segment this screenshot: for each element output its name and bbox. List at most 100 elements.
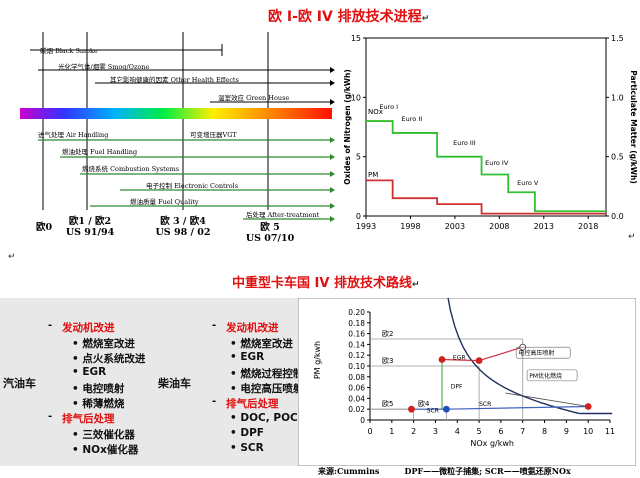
- axis-euro1-2: 欧1 / 欧2 US 91/94: [65, 216, 115, 238]
- region-label: 欧3: [382, 356, 393, 365]
- list-item: • 稀薄燃烧: [72, 398, 125, 410]
- y-tick-label: 10: [351, 93, 361, 102]
- x-tick-label: 2018: [578, 222, 598, 231]
- data-point: [584, 403, 592, 410]
- nox-pm-chart: 0 1 2 3 4 5 6 7 8 9 10 11 0 0.02 0.040.06 0.08 0.10 0.12 0…: [298, 298, 636, 466]
- right-heading-engine: 发动机改进: [226, 322, 279, 334]
- annotation-label: PM优化燃烧: [529, 372, 562, 380]
- tech-fuel-handling: 燃油处理 Fuel Handling: [62, 148, 138, 156]
- list-item: • DPF: [230, 427, 264, 439]
- axis-euro5: 欧 5 US 07/10: [245, 222, 295, 244]
- left-heading-aftertreatment: 排气后处理: [62, 413, 115, 425]
- y-tick-label: 0.02: [348, 405, 365, 414]
- y2-tick-label: 0.0: [611, 212, 624, 221]
- list-item: • SCR: [230, 442, 264, 454]
- list-item: • EGR: [72, 366, 107, 378]
- top-title: 欧 I-欧 IV 排放技术进程↵: [268, 9, 430, 25]
- plot-frame: [365, 37, 607, 217]
- y-tick-label: 0.06: [348, 384, 365, 393]
- list-item: • 三效催化器: [72, 429, 135, 441]
- tech-after-treatment: 后处理 After-treatment: [246, 211, 320, 219]
- list-item: • 点火系统改进: [72, 353, 146, 365]
- list-item: • NOx催化器: [72, 444, 139, 456]
- x-tick-label: 9: [564, 427, 569, 436]
- y-axis-label: Oxides of Nitrogen (g/kWh): [343, 69, 352, 185]
- x-tick-label: 1: [389, 427, 394, 436]
- tech-vgt: 可变增压器VGT: [190, 131, 237, 139]
- y2-tick-label: 1.0: [611, 93, 624, 102]
- axis-euro0: 欧0: [35, 222, 53, 233]
- x-tick-label: 2013: [534, 222, 554, 231]
- region-label: 欧5: [382, 399, 393, 408]
- y-tick-label: 0.16: [348, 330, 365, 339]
- topic-green-house: 温室效应 Green House: [218, 94, 290, 102]
- data-point: [442, 405, 450, 413]
- callout-box: [515, 346, 571, 359]
- y-tick-label: 15: [351, 34, 361, 43]
- list-item: • 燃烧室改进: [72, 338, 135, 350]
- stage-label: Euro III: [453, 139, 476, 147]
- annotation-label: SCR: [479, 401, 491, 408]
- y-tick-label: 0.20: [348, 308, 365, 317]
- pm-axis-tag: PM: [368, 171, 378, 179]
- annotation-label: 电控高压喷射: [518, 349, 554, 357]
- x-tick-label: 4: [455, 427, 460, 436]
- list-item: • 燃烧室改进: [230, 338, 293, 350]
- topic-black-smoke: 碳烟 Black Smoke: [40, 47, 98, 55]
- tech-air-handling: 进气处理 Air Handling: [38, 131, 109, 139]
- region-label: 欧4: [418, 399, 430, 408]
- x-tick-label: 1993: [356, 222, 376, 231]
- y-tick-label: 0.10: [348, 362, 365, 371]
- y2-axis-label: Particulate Matter (g/kWh): [629, 70, 638, 184]
- stage-label: Euro I: [379, 103, 398, 111]
- left-heading-engine: 发动机改进: [62, 322, 115, 334]
- injection-line: [478, 346, 523, 362]
- tech-combustion: 燃烧系统 Combustion Systems: [82, 165, 180, 173]
- y-tick-label: 0: [360, 416, 365, 425]
- footnote: 来源:Cummins DPF——微粒子捕集; SCR——喷氨还原NOx: [318, 466, 571, 476]
- bullet: -: [212, 320, 217, 331]
- topic-smog-ozone: 光化学气体/烟雾 Smog/Ozone: [58, 63, 150, 71]
- x-tick-label: 5: [477, 427, 482, 436]
- stage-label: Euro IV: [485, 159, 509, 167]
- y-tick-label: 0.08: [348, 373, 365, 382]
- x-tick-label: 6: [498, 427, 503, 436]
- egr-line: [441, 358, 480, 362]
- bottom-title: 中重型卡车国 IV 排放技术路线↵: [232, 276, 420, 291]
- y-tick-label: 0.04: [348, 394, 365, 403]
- diesel-vehicle-label: 柴油车: [158, 377, 191, 390]
- list-item: • EGR: [230, 351, 265, 363]
- x-tick-label: 2003: [445, 222, 465, 231]
- annotation-label: SCR: [427, 407, 439, 414]
- pm-opt-line: [505, 392, 589, 407]
- list-item: • 燃烧过程控制: [230, 368, 304, 380]
- data-point: [438, 356, 446, 363]
- paragraph-mark: ↵: [628, 232, 636, 242]
- x-tick-label: 0: [367, 427, 372, 436]
- stage-label: Euro V: [517, 179, 539, 187]
- annotation-label: EGR: [453, 355, 466, 362]
- gasoline-vehicle-label: 汽油车: [3, 377, 36, 390]
- tradeoff-curve: [447, 298, 613, 415]
- x-tick-label: 2: [411, 427, 416, 436]
- x-axis-label: NOx g/kwh: [470, 439, 514, 448]
- nox-axis-tag: NOx: [368, 108, 383, 116]
- stage-label: Euro II: [402, 115, 423, 123]
- right-heading-aftertreatment: 排气后处理: [226, 398, 279, 410]
- technology-timeline: [20, 32, 335, 222]
- y-tick-label: 5: [356, 153, 361, 162]
- series-pm-line: [366, 179, 606, 215]
- bullet: -: [48, 320, 53, 331]
- x-tick-label: 11: [605, 427, 615, 436]
- tech-fuel-quality: 燃油质量 Fuel Quality: [130, 198, 199, 206]
- x-tick-label: 3: [433, 427, 438, 436]
- paragraph-mark: ↵: [8, 252, 16, 262]
- y-tick-label: 0.14: [348, 340, 365, 349]
- list-item: • DOC, POC: [230, 412, 298, 424]
- x-tick-label: 7: [520, 427, 525, 436]
- x-tick-label: 10: [583, 427, 593, 436]
- y-tick-label: 0: [356, 212, 361, 221]
- region-label: 欧2: [382, 329, 393, 338]
- tech-electronic-controls: 电子控制 Electronic Controls: [146, 182, 239, 190]
- data-point: [475, 357, 483, 364]
